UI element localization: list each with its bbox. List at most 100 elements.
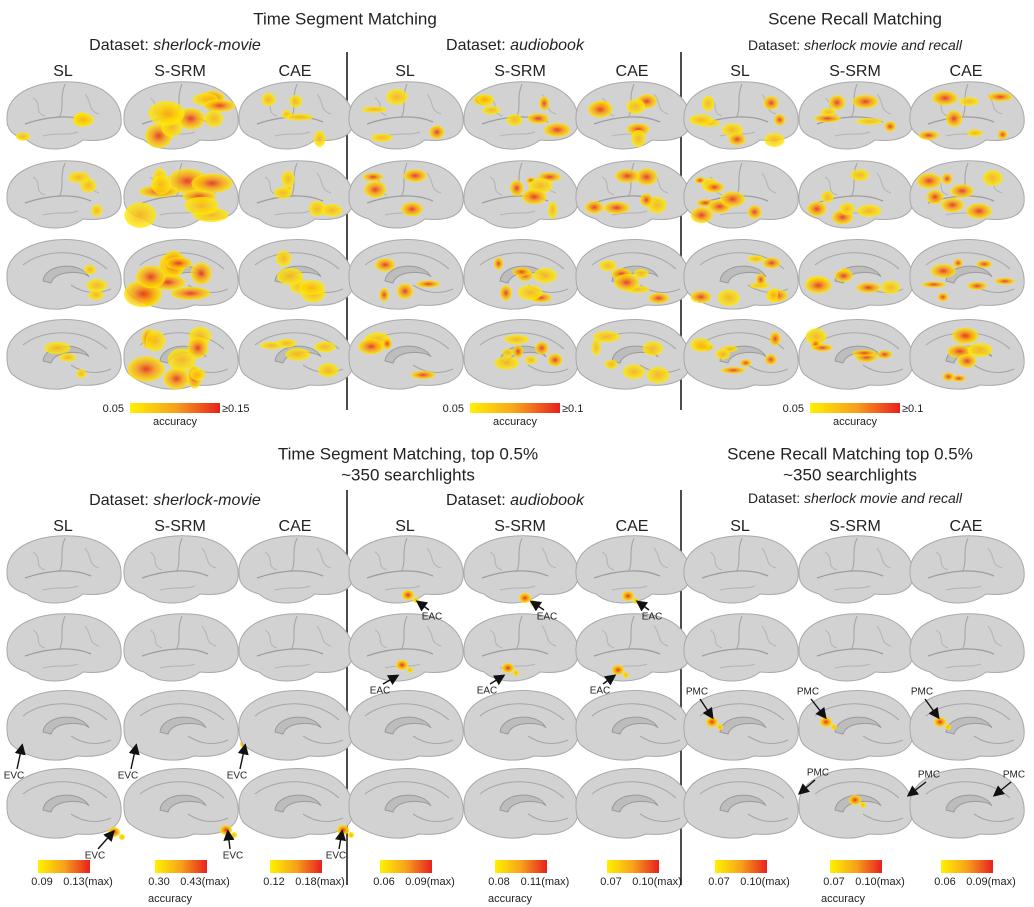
dataset-label: Dataset: audiobook [446,492,585,509]
brain-lateral [464,161,578,228]
activation [748,205,762,219]
brain [799,239,913,309]
activation [379,288,389,302]
brain [349,82,463,149]
activation [76,369,86,378]
activation [877,350,892,359]
brain [239,239,353,309]
activation [764,96,779,110]
activation [510,180,524,196]
brain [576,690,690,760]
activation [88,290,104,300]
colorbar-min: 0.07 [708,876,729,888]
activation [204,100,236,112]
activation [396,660,408,670]
brain [684,614,798,681]
method-label: CAE [950,518,983,535]
brain-medial [576,239,690,309]
method-label: SL [730,63,750,80]
activation [690,291,711,303]
activation [518,285,543,300]
brain-medial [799,239,913,309]
annotation-arrow [240,746,245,769]
dataset-prefix: Dataset: [89,492,149,509]
brain [349,768,463,838]
activation [605,360,618,369]
activation [946,110,963,127]
activation [648,293,669,304]
dataset-prefix: Dataset: [748,37,800,53]
brain [349,614,463,681]
annotation-arrow [131,746,136,769]
activation [938,293,949,302]
section-title: Time Segment Matching, top 0.5% [278,444,538,463]
brain [464,614,578,681]
activation [959,97,978,106]
activation [952,328,978,344]
activation [942,173,953,184]
brain-lateral [7,614,121,681]
activation [614,274,639,291]
annotation-arrow [638,602,649,610]
colorbar-min: 0.05 [783,403,804,415]
activation [411,371,435,379]
activation [705,182,724,193]
activation [764,133,784,147]
section-title: Scene Recall Matching top 0.5% [727,444,973,463]
annotation-arrow [339,832,342,849]
annotation-arrow [418,602,429,610]
activation [191,174,232,193]
dataset-label: Dataset: sherlock-movie [89,492,261,509]
brain [464,82,578,149]
activation [941,198,964,212]
brain [124,239,238,309]
activation [585,201,603,214]
activation [507,114,523,126]
activation [146,330,166,351]
brain [910,239,1024,309]
activation [73,113,94,126]
activation [690,338,710,351]
activation [588,102,612,118]
brain-lateral [464,82,578,149]
brain-medial [239,690,353,760]
colorbar-max: 0.09(max) [966,876,1016,888]
brain [124,161,238,228]
brain [799,768,913,838]
activation [931,264,956,278]
annotation-label: PMC [686,687,708,698]
brain [464,239,578,309]
activation [286,348,311,360]
dataset-name: sherlock movie and recall [804,490,963,506]
brain [576,536,690,604]
annotation-label: EVC [227,771,248,782]
method-label: SL [53,518,73,535]
colorbar [380,860,432,873]
method-label: S-SRM [154,518,206,535]
activation [958,354,977,368]
activation [647,367,670,384]
colorbar-label: accuracy [833,416,878,428]
activation [987,92,1012,101]
activation [976,260,992,268]
annotation-label: PMC [807,768,829,779]
brain-lateral [464,536,578,603]
annotation-label: EAC [370,686,391,697]
activation [124,203,156,228]
dataset-prefix: Dataset: [89,37,149,54]
method-label: CAE [616,63,649,80]
activation [599,260,616,271]
brain-lateral [799,614,913,681]
activation [276,251,291,267]
colorbar-min: 0.06 [934,876,955,888]
brain [349,536,463,603]
colorbar-min: 0.07 [823,876,844,888]
colorbar [38,860,90,873]
colorbar-label: accuracy [148,893,193,905]
brain [576,82,690,149]
activation [814,114,840,122]
method-label: S-SRM [494,63,546,80]
brain-lateral [349,161,463,228]
brain [7,768,125,840]
brain-medial [349,690,463,760]
